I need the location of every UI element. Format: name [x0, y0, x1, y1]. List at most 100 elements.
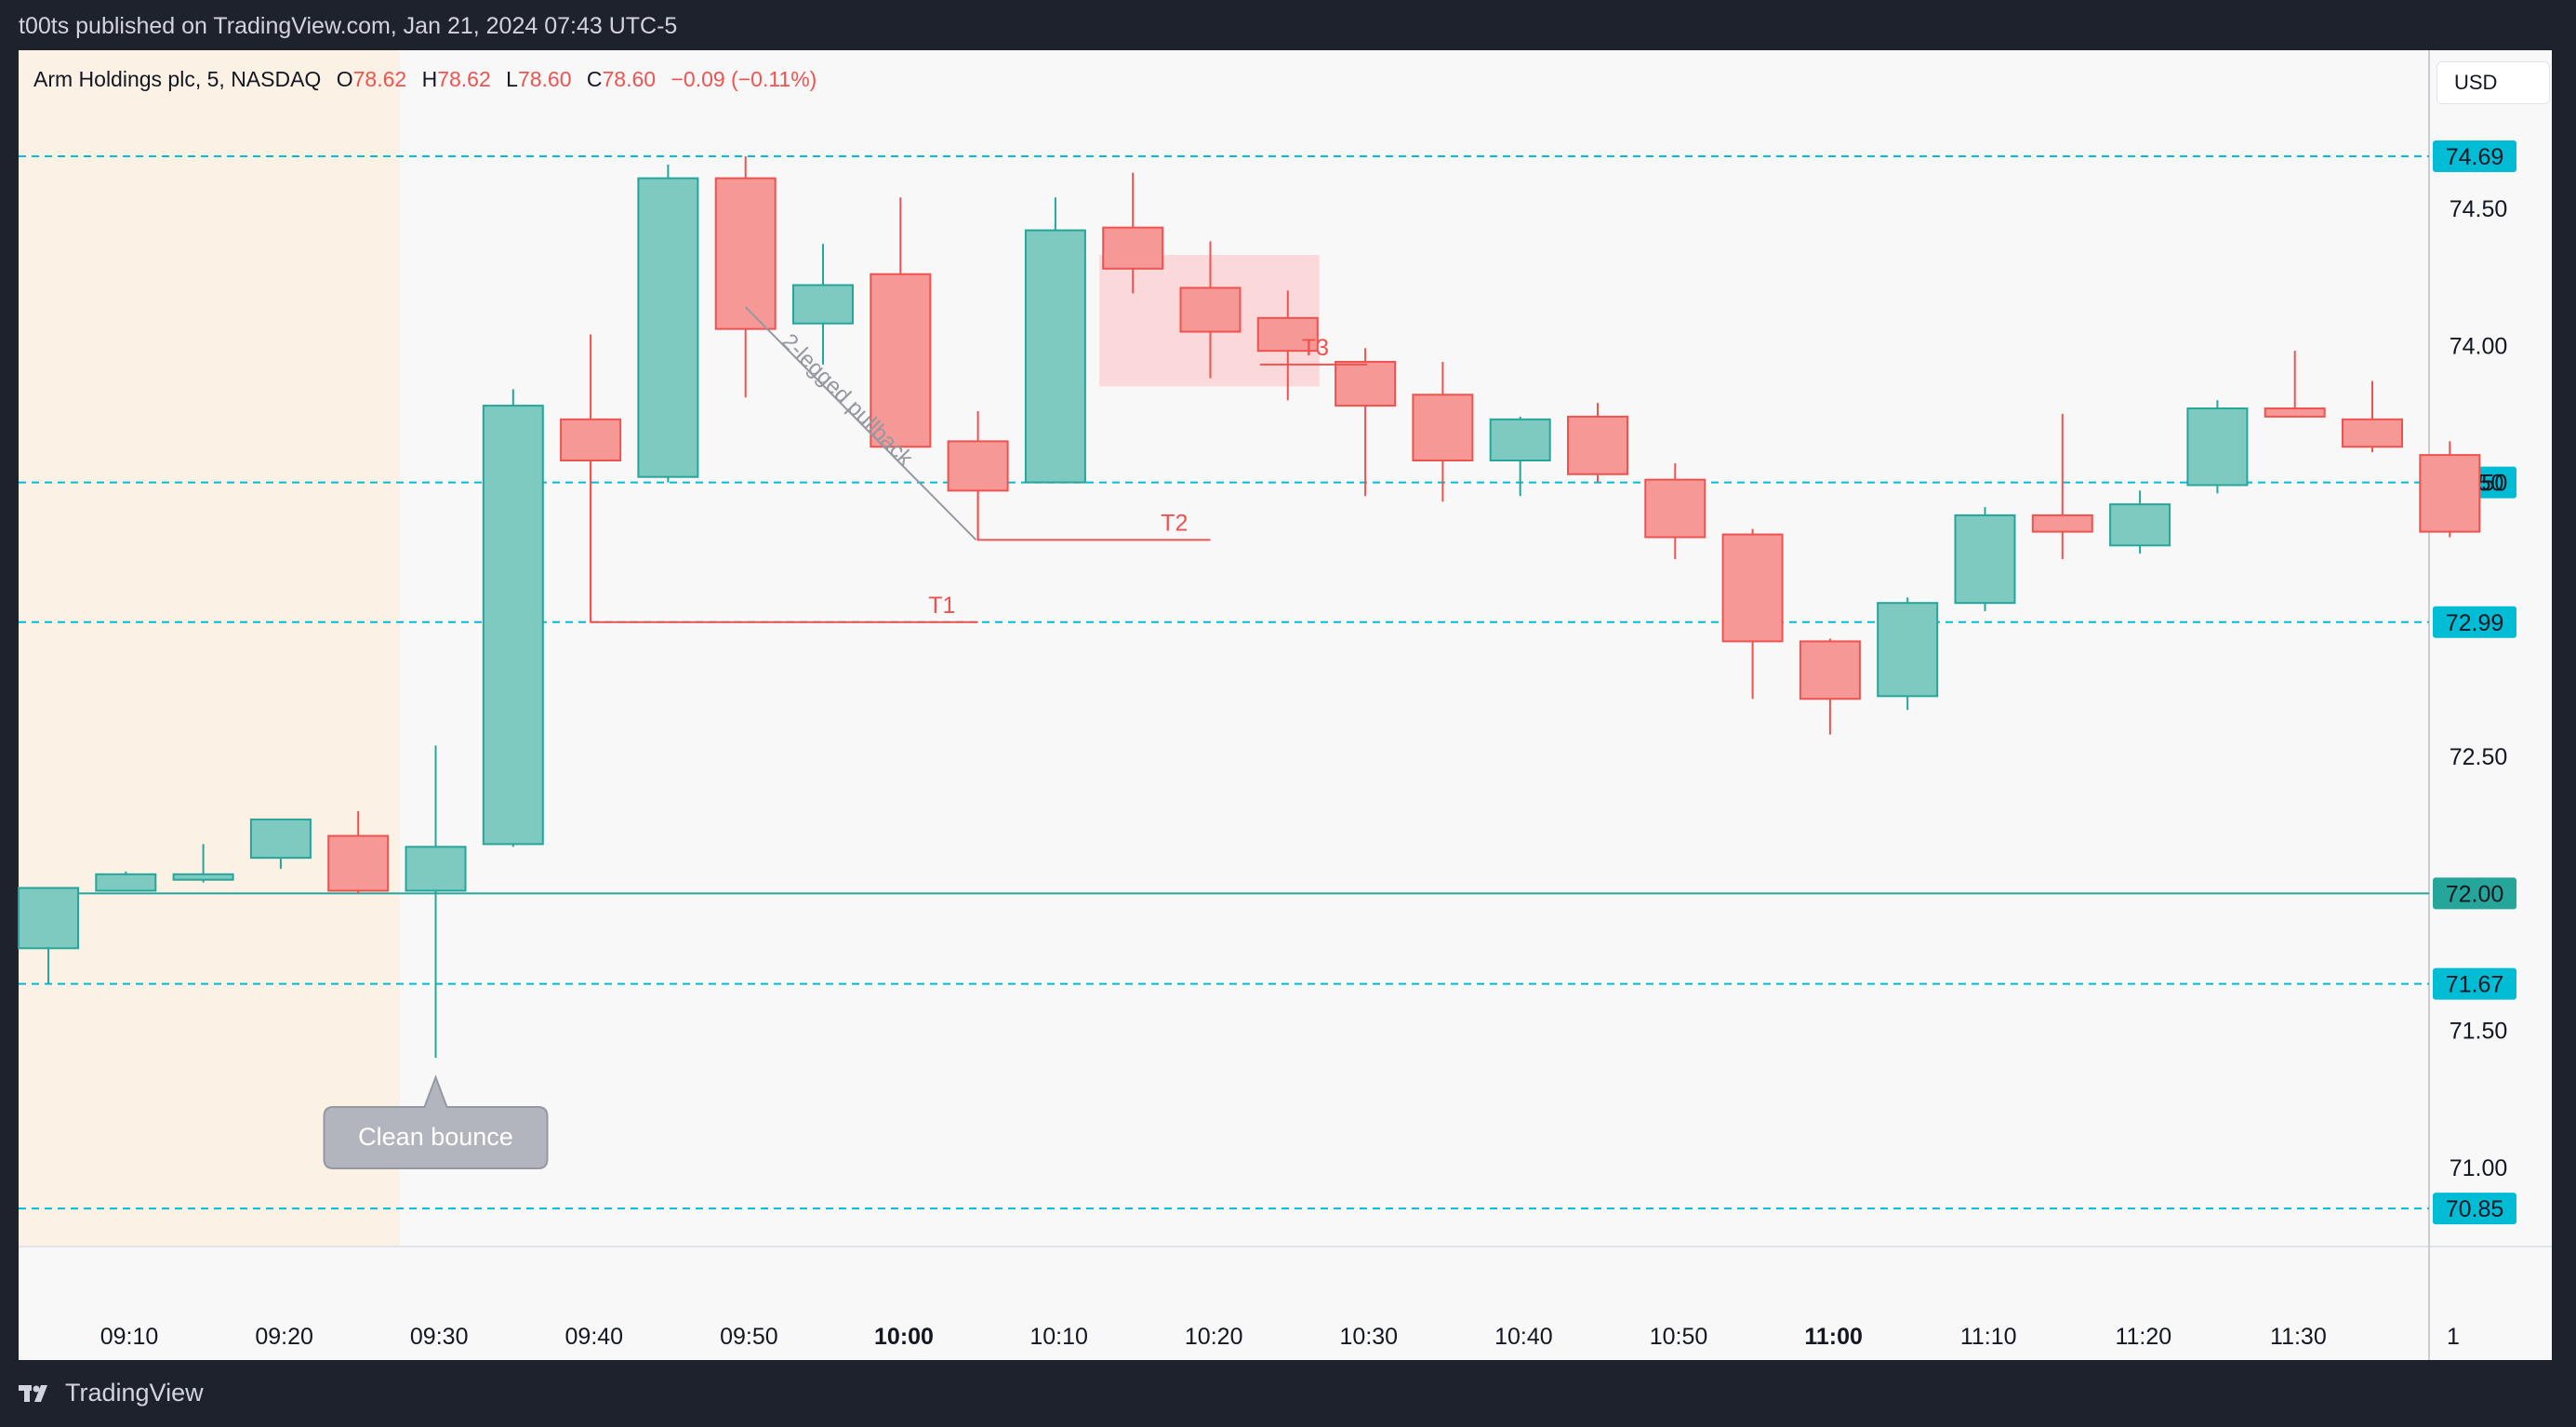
candle-09:55[interactable]: [792, 244, 854, 365]
target-line-t2[interactable]: [976, 490, 1211, 541]
candle-11:40[interactable]: [2419, 441, 2481, 538]
target-label-t1: T1: [928, 593, 955, 619]
level-tag-label: 72.00: [2446, 881, 2504, 907]
candle-body: [1102, 226, 1164, 270]
candle-09:50[interactable]: [714, 156, 777, 398]
candle-09:30[interactable]: [405, 745, 467, 1059]
candle-10:40[interactable]: [1489, 416, 1551, 497]
candle-11:35[interactable]: [2342, 380, 2403, 453]
currency-selector[interactable]: USD: [2437, 61, 2550, 104]
candle-body: [2109, 503, 2171, 547]
candle-09:05[interactable]: [18, 887, 79, 984]
candle-09:10[interactable]: [95, 871, 157, 892]
candle-body: [405, 846, 467, 892]
level-price-tag: 72.99: [2433, 606, 2516, 638]
target-label-t3: T3: [1302, 335, 1329, 361]
candle-body: [1799, 640, 1861, 700]
price-tick-label: 72.50: [2450, 744, 2508, 770]
time-tick-label: 09:50: [720, 1324, 778, 1350]
top-bar: t00ts published on TradingView.com, Jan …: [0, 0, 2576, 50]
time-tick-label: 10:40: [1494, 1324, 1553, 1350]
candle-09:45[interactable]: [637, 164, 699, 483]
candle-09:35[interactable]: [482, 389, 544, 847]
candle-body: [249, 818, 312, 860]
candle-10:10[interactable]: [1024, 197, 1086, 484]
candle-body: [947, 440, 1009, 492]
candle-11:20[interactable]: [2109, 490, 2171, 554]
tradingview-logo-icon: [19, 1384, 47, 1402]
currency-label: USD: [2454, 71, 2498, 94]
candle-11:30[interactable]: [2264, 351, 2326, 418]
time-tick-label: 11:20: [2115, 1324, 2171, 1350]
candle-body: [172, 873, 234, 881]
candle-09:20[interactable]: [249, 818, 312, 869]
candle-body: [1489, 418, 1551, 462]
candle-body: [2186, 407, 2249, 487]
candle-11:00[interactable]: [1799, 638, 1861, 735]
open-value: 78.62: [352, 67, 407, 91]
pullback-trendline[interactable]: [744, 306, 977, 541]
candle-11:25[interactable]: [2186, 400, 2249, 494]
candle-11:15[interactable]: [2031, 413, 2093, 560]
candle-body: [1256, 316, 1319, 353]
candle-10:00[interactable]: [870, 197, 932, 450]
symbol-name: Arm Holdings plc, 5, NASDAQ: [33, 67, 322, 91]
target-line-t1[interactable]: [590, 460, 978, 623]
price-tick-label: 74.50: [2450, 196, 2508, 222]
callout-bubble: [323, 1074, 549, 1169]
time-tick-label: 10:50: [1650, 1324, 1708, 1350]
candle-10:50[interactable]: [1644, 462, 1706, 560]
price-tick-label: 71.00: [2450, 1155, 2508, 1181]
level-price-tag: 71.67: [2433, 967, 2516, 1000]
level-tag-bg: [2433, 140, 2516, 173]
candle-10:15[interactable]: [1102, 172, 1164, 294]
price-tick-label: 71.50: [2450, 1019, 2508, 1045]
time-tick-label: 10:20: [1185, 1324, 1243, 1350]
candle-10:55[interactable]: [1721, 528, 1784, 700]
candle-09:15[interactable]: [172, 844, 234, 883]
candle-body: [1721, 533, 1784, 643]
candle-09:25[interactable]: [327, 811, 390, 894]
candle-body: [1644, 478, 1706, 539]
change-value: −0.09 (−0.11%): [671, 67, 817, 91]
candle-body: [792, 284, 854, 325]
candle-body: [1334, 360, 1397, 407]
candle-body: [870, 273, 932, 448]
candle-10:45[interactable]: [1567, 403, 1628, 483]
candle-10:35[interactable]: [1412, 361, 1474, 502]
level-tag-bg: [2433, 1193, 2516, 1225]
symbol-legend: Arm Holdings plc, 5, NASDAQ O78.62 H78.6…: [33, 67, 817, 92]
candle-10:25[interactable]: [1256, 290, 1319, 401]
level-tag-label: 70.85: [2446, 1196, 2504, 1222]
clean-bounce-callout[interactable]: Clean bounce: [323, 1074, 549, 1169]
time-tick-label: 09:20: [255, 1324, 313, 1350]
low-label: L: [506, 67, 518, 91]
time-tick-label: 10:30: [1340, 1324, 1399, 1350]
price-tick-label: 74.00: [2450, 333, 2508, 359]
level-tag-label: 71.67: [2446, 972, 2504, 998]
candle-body: [95, 873, 157, 892]
candle-body: [1024, 229, 1086, 484]
candle-10:20[interactable]: [1179, 241, 1242, 379]
candle-11:10[interactable]: [1954, 507, 2016, 612]
candle-body: [1179, 287, 1242, 333]
candle-11:05[interactable]: [1877, 597, 1939, 711]
high-label: H: [421, 67, 438, 91]
candle-body: [1954, 513, 2016, 605]
time-tick-label: 09:10: [100, 1324, 159, 1350]
candle-10:30[interactable]: [1334, 348, 1397, 497]
time-tick-label: 09:30: [410, 1324, 469, 1350]
level-tag-bg: [2433, 967, 2516, 1000]
time-tick-label: 10:00: [874, 1324, 934, 1350]
candle-body: [2264, 407, 2326, 418]
time-tick-label: 09:40: [565, 1324, 624, 1350]
level-tag-bg: [2433, 877, 2516, 910]
time-tick-label: 11:30: [2270, 1324, 2327, 1350]
target-label-t2: T2: [1161, 510, 1188, 536]
candle-body: [2031, 513, 2093, 533]
time-tick-label: 10:10: [1029, 1324, 1088, 1350]
level-price-tag: 74.69: [2433, 140, 2516, 173]
bottom-bar: TradingView: [0, 1360, 2576, 1427]
tradingview-brand[interactable]: TradingView: [19, 1379, 204, 1407]
